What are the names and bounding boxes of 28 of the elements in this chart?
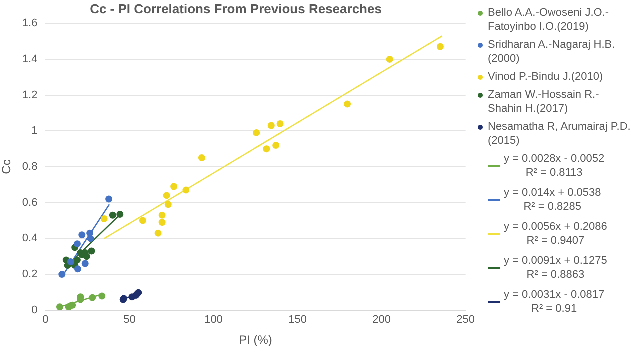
legend-label: y = 0.0031x - 0.0817 R² = 0.91 xyxy=(504,288,605,316)
legend-label: y = 0.0056x + 0.2086 R² = 0.9407 xyxy=(504,220,608,248)
y-tick-label: 1 xyxy=(32,125,38,138)
y-tick-label: 1.2 xyxy=(22,89,38,102)
y-tick-label: 1.4 xyxy=(22,53,38,66)
x-tick-label: 50 xyxy=(124,314,136,326)
x-tick-label: 250 xyxy=(456,314,476,326)
legend-label: Vinod P.-Bindu J.(2010) xyxy=(488,70,604,84)
x-tick-label: 150 xyxy=(288,314,307,326)
legend-label: Bello A.A.-Owoseni J.O.-Fatoyinbo I.O.(2019) xyxy=(488,6,610,34)
y-tick-label: 0.2 xyxy=(22,268,38,281)
legend-label: Sridharan A.-Nagaraj H.B.(2000) xyxy=(488,38,616,66)
legend-label: y = 0.014x + 0.0538 R² = 0.8285 xyxy=(504,186,602,214)
y-tick-label: 0.4 xyxy=(22,232,38,245)
x-tick-label: 0 xyxy=(42,314,49,326)
x-tick-label: 100 xyxy=(204,314,223,326)
y-axis-title: Cc xyxy=(0,160,14,174)
legend-label: Nesamatha R, Arumairaj P.D. (2015) xyxy=(488,120,632,148)
legend-label: Zaman W.-Hossain R.- Shahin H.(2017) xyxy=(488,88,600,116)
y-tick-label: 0 xyxy=(32,304,38,316)
x-tick-label: 200 xyxy=(372,314,391,326)
legend-label: y = 0.0091x + 0.1275 R² = 0.8863 xyxy=(504,254,608,282)
legend-label: y = 0.0028x - 0.0052 R² = 0.8113 xyxy=(504,152,605,180)
y-tick-label: 0.6 xyxy=(22,196,38,209)
y-tick-label: 1.6 xyxy=(22,18,38,30)
x-axis-title: PI (%) xyxy=(239,333,272,348)
y-tick-label: 0.8 xyxy=(22,161,38,174)
chart-title: Cc - PI Correlations From Previous Researches xyxy=(90,1,382,16)
